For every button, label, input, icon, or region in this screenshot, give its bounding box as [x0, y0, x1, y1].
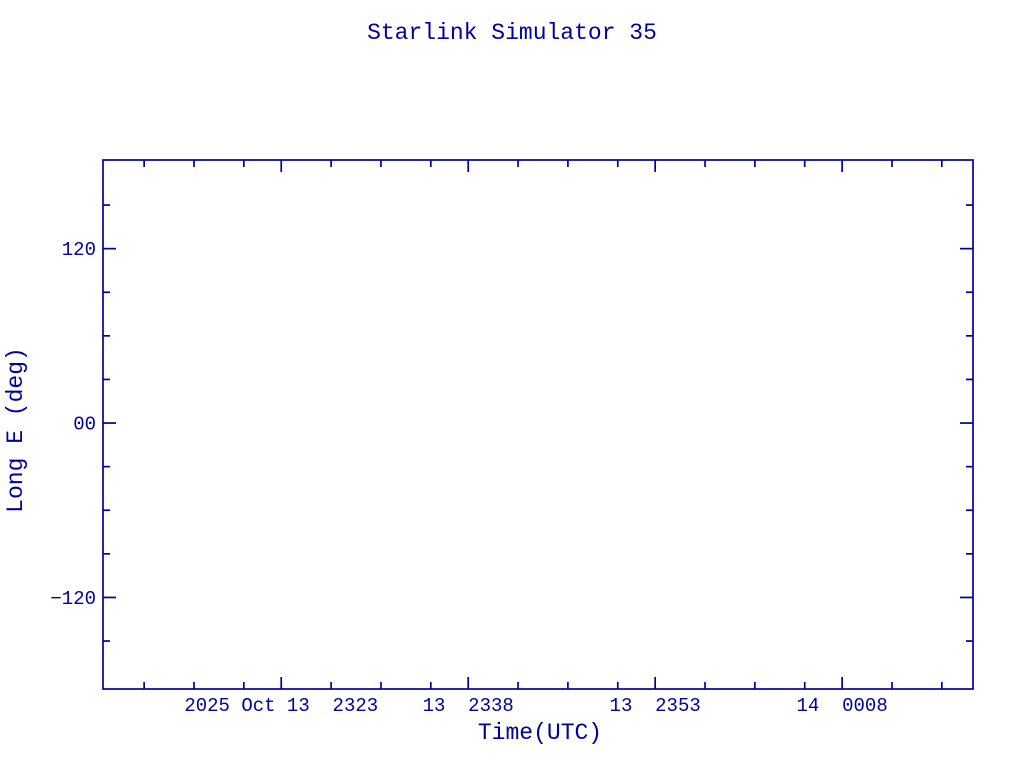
y-tick-label: −120: [50, 588, 96, 610]
y-axis-label: Long E (deg): [3, 347, 29, 513]
y-tick-label: 00: [73, 414, 96, 436]
x-tick-label: 14 0008: [797, 695, 888, 717]
ticks-layer: 2025 Oct 13 2323 13 2338 13 2353 14 0008 120…: [50, 160, 973, 717]
x-tick-label: 13 2353: [610, 695, 701, 717]
x-tick-label: 2025 Oct 13 2323: [184, 695, 378, 717]
x-axis-label: Time(UTC): [478, 720, 602, 746]
y-tick-label: 120: [62, 239, 96, 261]
x-tick-label: 13 2338: [423, 695, 514, 717]
plot-frame: [102, 159, 974, 690]
chart-title: Starlink Simulator 35: [367, 20, 657, 46]
